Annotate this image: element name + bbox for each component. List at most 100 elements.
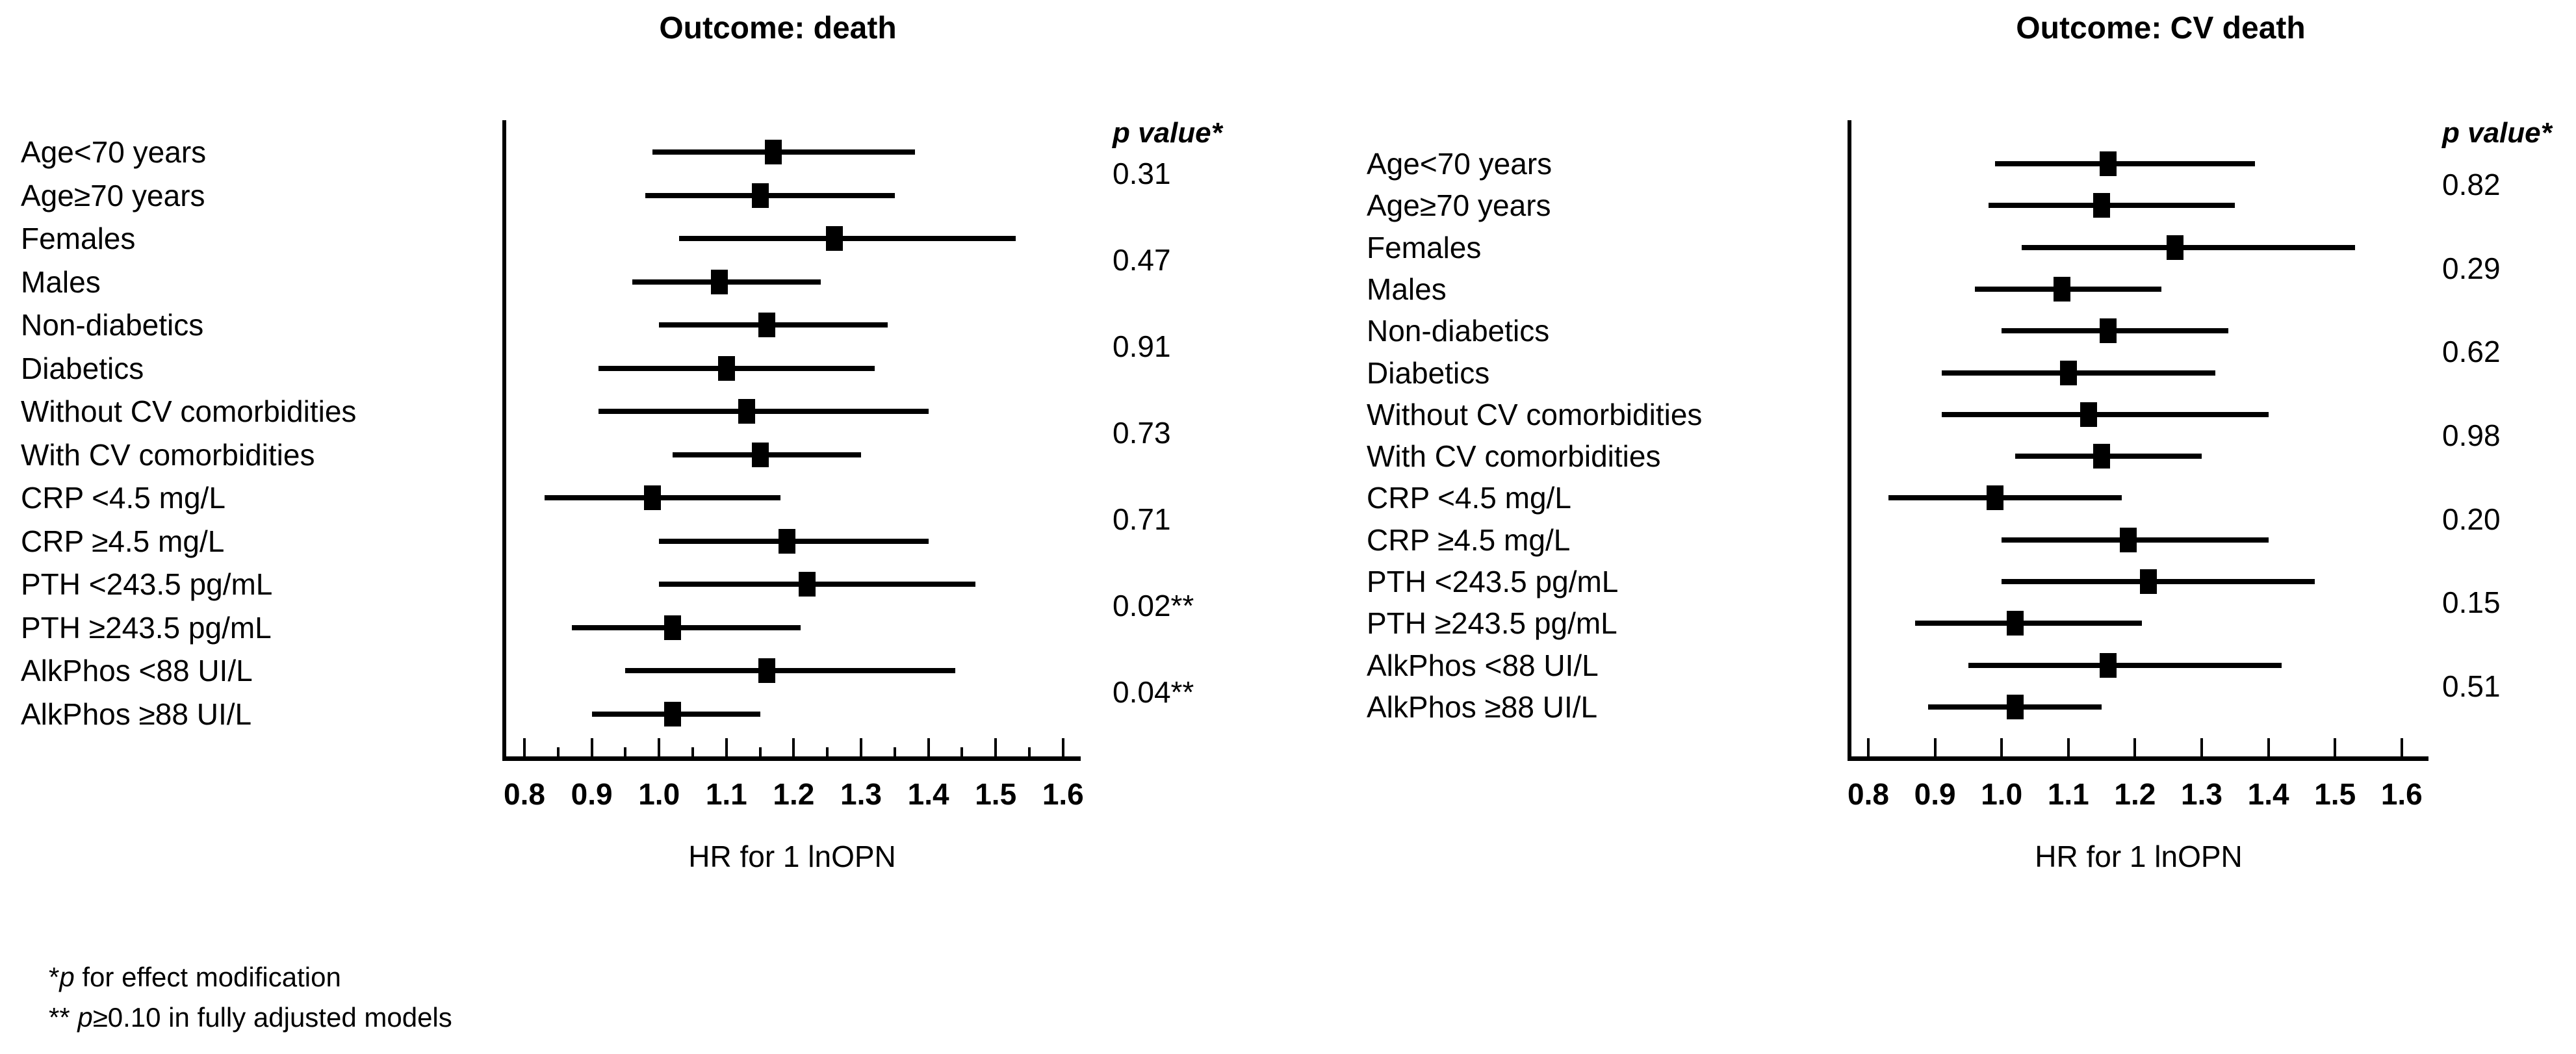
axis-tick-major [2267,738,2270,756]
row-label: Diabetics [21,351,144,385]
hr-point [751,183,769,208]
row-label: AlkPhos <88 UI/L [1367,648,1599,682]
hr-point [758,658,775,683]
x-axis-label-death: HR for 1 lnOPN [688,840,896,873]
row-label: CRP <4.5 mg/L [1367,481,1571,515]
footnote-segment: for effect modification [74,962,341,992]
axis-tick-minor [893,747,896,756]
row-label: AlkPhos ≥88 UI/L [1367,689,1598,724]
axis-tick-major [2334,738,2337,756]
x-axis-line [502,756,1081,761]
axis-tick-major [2400,738,2403,756]
ci-line [1994,161,2256,166]
axis-tick-major [792,738,795,756]
p-value: 0.82 [2442,168,2501,202]
axis-tick-label: 1.3 [2181,777,2222,811]
p-value: 0.71 [1113,502,1171,537]
row-label: CRP ≥4.5 mg/L [21,524,225,558]
ci-line [1941,370,2215,376]
p-value: 0.15 [2442,585,2501,620]
hr-point [2093,193,2111,218]
ci-line [679,236,1016,241]
axis-tick-major [2000,738,2003,756]
p-value-header-death: p value* [1113,117,1222,149]
hr-point [717,355,735,381]
p-value: 0.29 [2442,251,2501,285]
axis-tick-minor [758,747,762,756]
hr-point [2100,151,2117,176]
axis-tick-minor [691,747,694,756]
axis-tick-major [725,738,728,756]
row-label: PTH <243.5 pg/mL [1367,565,1619,598]
axis-tick-major [2200,738,2203,756]
ci-line [2002,579,2315,584]
ci-line [1988,203,2235,209]
ci-line [1941,411,2269,417]
p-value: 0.91 [1113,329,1171,364]
axis-tick-minor [960,747,964,756]
ci-line [652,149,915,155]
axis-tick-label: 1.0 [638,777,680,811]
hr-point [2139,569,2157,594]
ci-line [1888,495,2122,501]
axis-tick-major [658,738,661,756]
hr-point [799,572,816,597]
row-label: CRP ≥4.5 mg/L [1367,522,1571,557]
row-label: PTH ≥243.5 pg/mL [21,610,272,645]
axis-tick-label: 1.5 [2314,777,2356,811]
ci-line [545,495,780,500]
p-value: 0.98 [2442,418,2501,452]
axis-tick-label: 1.1 [2047,777,2089,811]
axis-tick-minor [826,747,829,756]
hr-point [2059,360,2077,385]
hr-point [2006,611,2024,636]
panel-title-death: Outcome: death [659,11,897,45]
p-value: 0.02** [1113,589,1194,623]
p-value: 0.04** [1113,675,1194,710]
axis-tick-label: 0.9 [1914,777,1956,811]
ci-line [659,582,976,587]
axis-tick-label: 1.4 [907,777,949,811]
hr-point [2100,318,2117,344]
hr-point [779,528,796,554]
hr-point [1986,485,2003,511]
row-label: Females [21,222,136,255]
row-label: PTH ≥243.5 pg/mL [1367,606,1617,641]
row-label: Age<70 years [21,135,207,169]
hr-point [663,615,681,640]
ci-line [1914,621,2142,626]
hr-point [2120,527,2137,552]
hr-point [758,313,775,337]
row-label: AlkPhos <88 UI/L [21,654,253,688]
y-axis-line [502,120,506,761]
hr-point [643,485,661,510]
ci-line [598,409,929,414]
row-label: Males [21,264,101,299]
axis-tick-major [927,738,930,756]
axis-tick-major [590,738,593,756]
axis-tick-major [994,738,998,756]
p-value: 0.62 [2442,335,2501,369]
hr-point [825,226,843,251]
panel-title-cv-death: Outcome: CV death [2016,11,2306,45]
x-axis-label-cv-death: HR for 1 lnOPN [2035,840,2243,873]
axis-tick-major [2067,738,2070,756]
hr-point [663,701,681,726]
p-value: 0.47 [1113,243,1171,277]
hr-point [2006,694,2024,719]
axis-tick-major [2133,738,2137,756]
hr-point [2053,276,2070,302]
y-axis-line [1848,120,1851,761]
footnote-line: *p for effect modification [49,962,341,992]
x-axis-line [1848,756,2428,761]
row-label: Females [1367,230,1482,264]
p-value: 0.73 [1113,416,1171,450]
hr-point [711,269,728,294]
axis-tick-label: 1.3 [840,777,882,811]
axis-tick-major [1867,738,1870,756]
row-label: Age<70 years [1367,147,1552,181]
footnote-segment: * [49,962,60,992]
hr-point [765,140,782,164]
hr-point [2166,235,2183,260]
